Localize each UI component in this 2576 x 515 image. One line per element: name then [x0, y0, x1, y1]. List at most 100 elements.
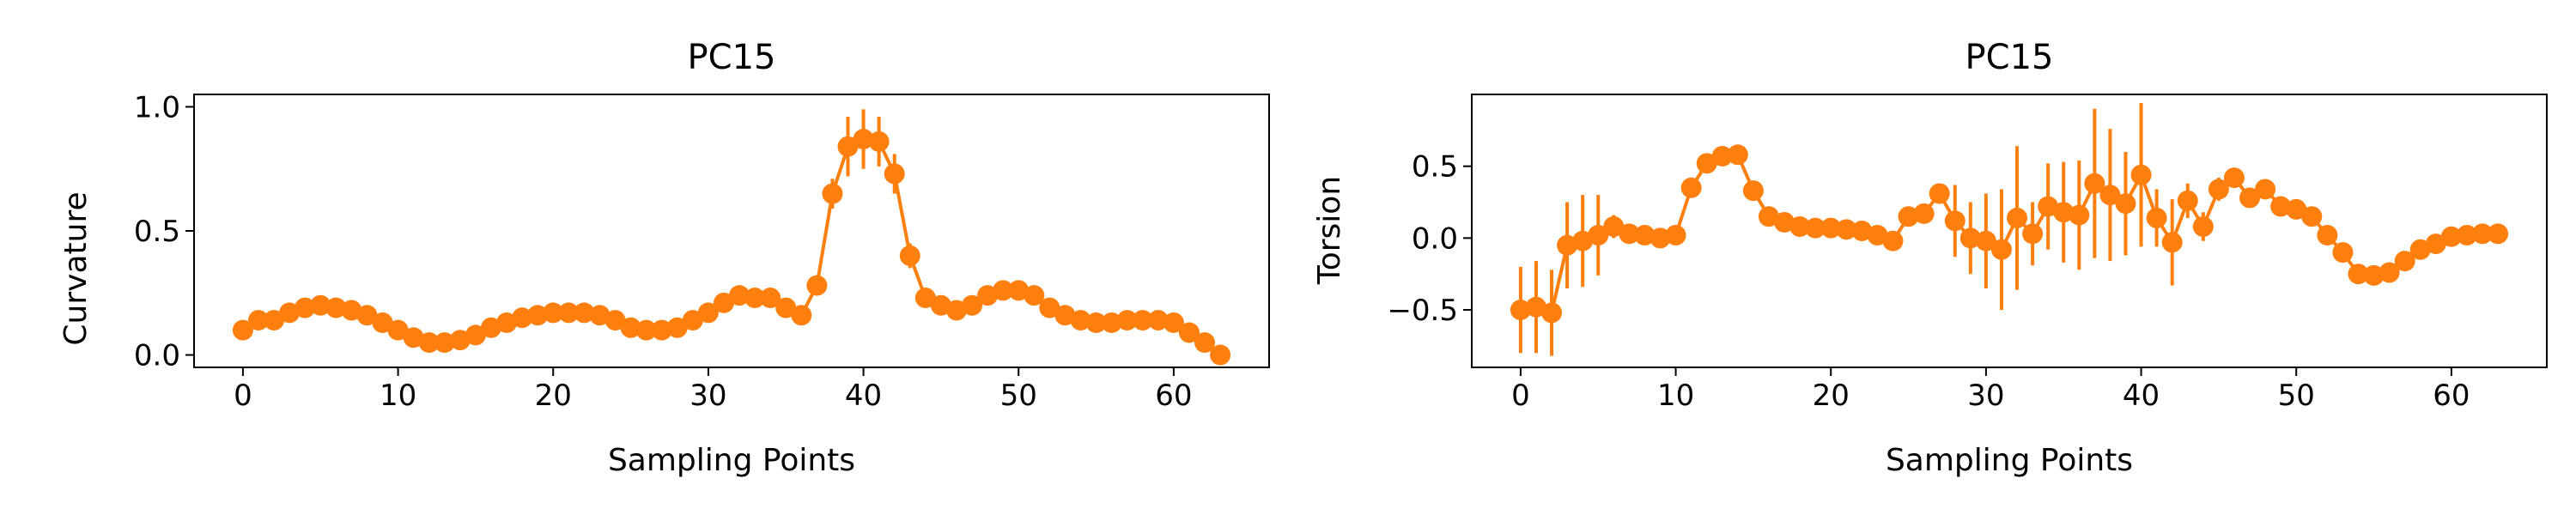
torsion-series-line [1520, 153, 2499, 315]
curvature-data-point [387, 319, 409, 341]
torsion-plot-frame [1471, 94, 2548, 368]
torsion-data-point [1975, 230, 1996, 251]
torsion-data-point [2363, 264, 2385, 286]
curvature-data-point [279, 302, 301, 324]
curvature-data-point [1101, 312, 1122, 333]
curvature-data-point [1116, 310, 1138, 331]
torsion-data-point [2223, 167, 2245, 189]
curvature-y-tick-label: 1.0 [134, 90, 180, 124]
curvature-plot-frame [193, 94, 1270, 368]
torsion-x-tick-label: 60 [2433, 379, 2470, 413]
curvature-data-point [232, 319, 253, 341]
curvature-x-tick-label: 40 [845, 379, 882, 413]
torsion-data-point [2099, 185, 2121, 206]
curvature-data-point [418, 332, 440, 354]
torsion-data-point [1851, 221, 1873, 241]
torsion-subplot: PC15 Torsion Sampling Points 0 10 20 30 40 50… [1312, 38, 2548, 478]
torsion-data-point [1944, 210, 1965, 232]
curvature-data-point [914, 288, 936, 309]
curvature-ticks: 0 10 20 30 40 50 60 0.0 0.5 1.0 [134, 90, 1193, 413]
curvature-data-point [310, 294, 331, 316]
curvature-data-point [977, 285, 999, 306]
torsion-data-point [1619, 223, 1640, 245]
curvature-data-point [341, 300, 362, 321]
curvature-data-point [775, 297, 797, 318]
curvature-data-point [930, 294, 951, 316]
torsion-y-tick-label: −0.5 [1387, 294, 1458, 328]
curvature-data-point [837, 136, 859, 157]
torsion-title: PC15 [1965, 38, 2054, 77]
torsion-data-point [2022, 223, 2044, 245]
torsion-data-point [2456, 225, 2477, 246]
torsion-data-point [2301, 206, 2323, 227]
curvature-data-point [1178, 322, 1200, 343]
curvature-x-axis-label: Sampling Points [608, 443, 855, 478]
torsion-data-point [2488, 223, 2509, 245]
torsion-y-axis-label: Torsion [1312, 176, 1347, 285]
torsion-data-point [1680, 177, 1702, 198]
torsion-data-point [1913, 203, 1935, 224]
curvature-data-point [527, 305, 549, 326]
torsion-data-point [2115, 193, 2136, 215]
curvature-data-point [760, 288, 781, 309]
torsion-data-point [2409, 239, 2431, 260]
torsion-data-point [1588, 225, 1609, 246]
curvature-data-point [1085, 312, 1107, 333]
torsion-data-point [1929, 183, 1950, 204]
curvature-data-point [993, 280, 1014, 301]
torsion-data-point [1727, 144, 1748, 166]
torsion-data-point [1774, 211, 1795, 233]
curvature-data-point [247, 310, 269, 331]
torsion-data-point [1541, 302, 1563, 324]
curvature-data-point [853, 129, 874, 150]
curvature-data-point [635, 319, 657, 341]
torsion-data-point [1557, 234, 1578, 256]
torsion-data-point [1603, 215, 1625, 237]
torsion-data-point [2007, 207, 2028, 228]
curvature-markers [232, 129, 1231, 366]
curvature-data-point [682, 310, 703, 331]
torsion-data-point [1820, 217, 1842, 239]
torsion-x-tick-label: 20 [1813, 379, 1850, 413]
curvature-data-point [868, 130, 890, 152]
curvature-data-point [264, 310, 285, 331]
torsion-data-point [2053, 202, 2075, 223]
torsion-data-point [1634, 225, 1656, 246]
torsion-data-point [1867, 225, 1888, 246]
curvature-data-point [729, 285, 750, 306]
curvature-data-point [434, 332, 455, 354]
curvature-data-point [1132, 310, 1153, 331]
curvature-data-point [945, 300, 967, 321]
torsion-data-point [1742, 180, 1764, 202]
curvature-data-point [1039, 297, 1060, 318]
torsion-data-point [2332, 242, 2354, 264]
curvature-x-tick-label: 0 [234, 379, 252, 413]
torsion-data-point [1510, 300, 1531, 321]
torsion-data-point [1572, 230, 1594, 251]
curvature-y-tick-label: 0.5 [134, 215, 180, 249]
curvature-data-point [465, 324, 486, 346]
curvature-x-tick-label: 20 [535, 379, 572, 413]
torsion-data-point [2440, 226, 2462, 247]
torsion-data-point [2038, 196, 2059, 217]
curvature-data-point [651, 319, 672, 341]
torsion-data-point [1696, 153, 1717, 174]
curvature-data-point [806, 275, 828, 296]
torsion-data-point [2239, 187, 2261, 209]
torsion-data-point [1836, 219, 1857, 240]
torsion-y-tick-label: 0.5 [1412, 150, 1458, 185]
curvature-x-tick-label: 10 [380, 379, 416, 413]
torsion-x-tick-label: 40 [2123, 379, 2160, 413]
curvature-data-point [543, 302, 564, 324]
curvature-data-point [512, 307, 533, 329]
curvature-data-point [1054, 305, 1076, 326]
torsion-data-point [1990, 239, 2012, 260]
curvature-x-tick-label: 60 [1155, 379, 1192, 413]
torsion-data-point [2208, 179, 2229, 200]
curvature-data-point [713, 292, 734, 313]
torsion-data-point [2177, 190, 2198, 211]
curvature-data-point [1070, 310, 1091, 331]
curvature-data-point [884, 163, 905, 185]
curvature-x-tick-label: 30 [690, 379, 726, 413]
torsion-data-point [2130, 164, 2152, 185]
